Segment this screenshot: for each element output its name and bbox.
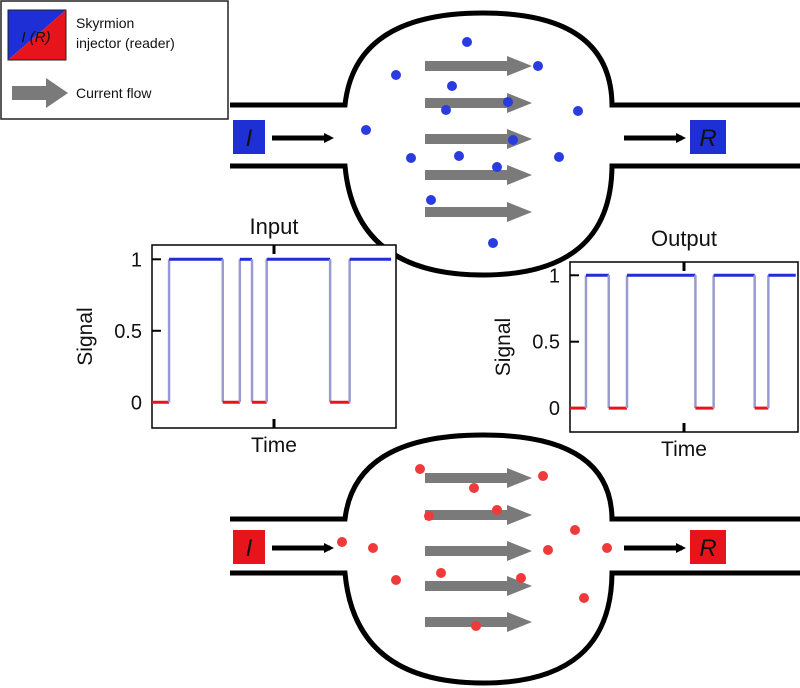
input-chart: 0 0.5 1 Input Time Signal — [74, 214, 397, 457]
output-ytick-label: 0.5 — [532, 332, 560, 354]
skyrmion-dot — [538, 471, 548, 481]
top-device: I R — [230, 10, 800, 278]
input-xlabel: Time — [251, 434, 297, 457]
skyrmion-dot — [462, 37, 472, 47]
top-device-lower-wall — [230, 163, 800, 278]
input-ytick-label: 0.5 — [114, 321, 142, 343]
input-ylabel: Signal — [74, 307, 97, 365]
skyrmion-dot — [469, 483, 479, 493]
current-flow-arrow-icon — [12, 78, 68, 108]
skyrmion-dot — [471, 621, 481, 631]
input-ytick-label: 1 — [131, 249, 142, 271]
skyrmion-dot — [533, 61, 543, 71]
bottom-current-arrows — [425, 468, 532, 632]
current-arrow — [425, 93, 532, 113]
legend-skyrmion-line1: Skyrmion — [76, 15, 134, 31]
top-current-arrows — [425, 56, 532, 222]
injector-reader-icon: I (R) — [7, 9, 67, 61]
output-chart-title: Output — [651, 226, 717, 251]
current-arrow — [425, 56, 532, 76]
top-device-upper-wall — [230, 10, 800, 108]
skyrmion-dot — [503, 97, 513, 107]
input-ytick-label: 0 — [131, 392, 142, 414]
skyrmion-dot — [573, 106, 583, 116]
output-chart: 0 0.5 1 Output Time Signal — [492, 226, 799, 461]
bottom-skyrmions — [337, 464, 612, 631]
bottom-reader-label: R — [699, 535, 716, 562]
skyrmion-dot — [447, 81, 457, 91]
output-plot-frame — [569, 261, 799, 433]
skyrmion-dot — [554, 152, 564, 162]
top-skyrmions — [361, 37, 583, 248]
skyrmion-dot — [368, 543, 378, 553]
bottom-device-lower-wall — [230, 570, 800, 686]
current-arrow — [425, 468, 532, 488]
current-arrow — [425, 202, 532, 222]
skyrmion-dot — [361, 125, 371, 135]
current-arrow — [425, 576, 532, 596]
skyrmion-dot — [424, 511, 434, 521]
bottom-reader-box — [690, 530, 726, 564]
skyrmion-dot — [602, 543, 612, 553]
skyrmion-dot — [516, 573, 526, 583]
skyrmion-dot — [579, 593, 589, 603]
skyrmion-dot — [492, 505, 502, 515]
bottom-device: I R — [230, 432, 800, 686]
skyrmion-dot — [488, 238, 498, 248]
current-arrow — [425, 505, 532, 525]
output-xlabel: Time — [661, 438, 707, 461]
current-arrow — [425, 165, 532, 185]
legend: I (R) Skyrmion injector (reader) Current… — [0, 0, 229, 120]
legend-current-flow: Current flow — [76, 85, 152, 101]
top-reader-label: R — [699, 125, 716, 152]
skyrmion-dot — [454, 151, 464, 161]
icon-label: I (R) — [21, 29, 50, 46]
input-plot-frame — [151, 244, 397, 429]
current-arrow — [425, 612, 532, 632]
bottom-injector-label: I — [246, 535, 253, 562]
skyrmion-dot — [508, 135, 518, 145]
legend-skyrmion-line2: injector (reader) — [76, 35, 175, 51]
skyrmion-dot — [492, 162, 502, 172]
skyrmion-dot — [543, 545, 553, 555]
output-ytick-label: 1 — [549, 265, 560, 287]
top-injector-box — [233, 120, 265, 154]
skyrmion-dot — [391, 575, 401, 585]
current-arrow — [425, 541, 532, 561]
skyrmion-dot — [391, 70, 401, 80]
skyrmion-dot — [415, 464, 425, 474]
input-chart-title: Input — [250, 214, 299, 239]
bottom-device-upper-wall — [230, 432, 800, 522]
output-ylabel: Signal — [492, 318, 515, 376]
skyrmion-dot — [570, 525, 580, 535]
skyrmion-dot — [406, 153, 416, 163]
skyrmion-dot — [441, 105, 451, 115]
bottom-injector-box — [233, 530, 265, 564]
top-injector-label: I — [246, 125, 253, 152]
skyrmion-dot — [337, 537, 347, 547]
skyrmion-dot — [436, 568, 446, 578]
top-reader-box — [690, 120, 726, 154]
skyrmion-dot — [426, 195, 436, 205]
output-ytick-label: 0 — [549, 398, 560, 420]
